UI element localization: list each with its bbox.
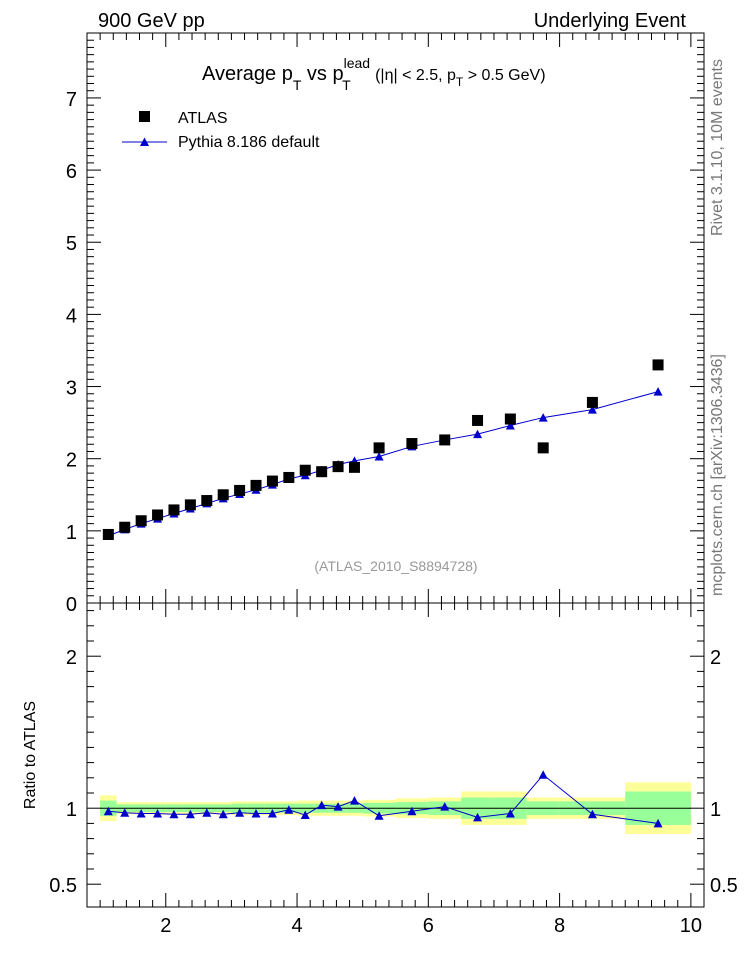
atlas-point — [217, 489, 229, 501]
ratio-pythia-point — [202, 808, 212, 817]
atlas-point — [152, 509, 164, 521]
ratio-x-tick-label: 10 — [680, 915, 702, 937]
ratio-pythia-point — [153, 809, 163, 818]
ratio-pythia-point — [374, 811, 384, 820]
atlas-point — [472, 414, 484, 426]
ratio-panel: 0.5 0.5 1 1 2 2 2 4 6 8 10 Ratio to ATLAS — [22, 602, 738, 937]
header-left: 900 GeV pp — [98, 10, 205, 32]
ratio-pythia-point — [120, 808, 130, 817]
ratio-y-tick-label: 2 — [66, 647, 77, 669]
atlas-point — [299, 464, 311, 476]
atlas-point — [266, 475, 278, 487]
ratio-pythia-point — [235, 808, 245, 817]
ratio-pythia-point — [267, 809, 277, 818]
main-y-tick-label: 7 — [66, 89, 77, 111]
ratio-series — [103, 770, 663, 828]
atlas-point — [283, 471, 295, 483]
ratio-y-ticks: 0.5 0.5 1 1 2 2 — [49, 610, 738, 897]
chart-title: Average pT vs plead T (|η| < 2.5, pT > 0.… — [202, 55, 546, 93]
ratio-pythia-point — [284, 805, 294, 814]
ratio-pythia-point — [317, 800, 327, 810]
side-label-mcplots: mcplots.cern.ch [arXiv:1306.3436] — [709, 354, 726, 596]
main-y-tick-label: 6 — [66, 161, 77, 183]
ratio-pythia-point — [587, 809, 597, 819]
atlas-point — [119, 521, 131, 533]
ratio-pythia-point — [333, 802, 343, 811]
ratio-pythia-point — [251, 809, 261, 818]
ratio-pythia-point — [218, 809, 228, 819]
main-y-tick-label: 3 — [66, 378, 77, 400]
ratio-pythia-point — [349, 796, 359, 805]
atlas-point — [348, 461, 360, 473]
legend-pythia-label: Pythia 8.186 default — [178, 134, 320, 151]
atlas-point — [316, 466, 328, 478]
ratio-pythia-point — [440, 802, 450, 811]
ratio-y-tick-label: 1 — [66, 799, 77, 821]
ratio-y-tick-label: 0.5 — [49, 875, 77, 897]
legend-pythia-marker — [140, 137, 149, 146]
ratio-pythia-point — [653, 818, 663, 828]
legend-atlas-label: ATLAS — [178, 110, 228, 127]
atlas-point — [504, 413, 516, 425]
ratio-pythia-point — [473, 812, 483, 822]
ratio-pythia-point — [103, 806, 113, 816]
ratio-bands — [100, 782, 691, 835]
atlas-point — [234, 484, 246, 496]
atlas-point — [406, 438, 418, 450]
atlas-point — [652, 359, 664, 371]
main-x-ticks — [99, 33, 692, 603]
main-y-tick-label: 5 — [66, 233, 77, 255]
atlas-point — [102, 528, 114, 540]
atlas-point — [586, 396, 598, 408]
pythia-point — [505, 421, 515, 430]
ratio-pythia-point — [169, 809, 179, 819]
ratio-pythia-point — [505, 809, 515, 818]
atlas-point — [168, 504, 180, 516]
pythia-point — [653, 387, 663, 396]
atlas-point — [135, 515, 147, 527]
atlas-point — [373, 442, 385, 454]
atlas-point — [250, 479, 262, 491]
ratio-pythia-point — [538, 770, 548, 779]
header-right: Underlying Event — [534, 10, 687, 32]
ratio-y-tick-label-right: 1 — [710, 799, 721, 821]
ratio-x-tick-label: 8 — [554, 915, 565, 937]
atlas-point — [332, 461, 344, 473]
pythia-point — [587, 405, 597, 414]
main-panel: Average pT vs plead T (|η| < 2.5, pT > 0.… — [66, 32, 705, 616]
atlas-point — [201, 495, 213, 507]
main-series — [102, 359, 664, 540]
atlas-point — [537, 442, 549, 454]
ratio-pythia-point — [300, 810, 310, 820]
pythia-line — [108, 391, 659, 537]
ratio-y-tick-label-right: 0.5 — [710, 875, 738, 897]
ratio-y-label: Ratio to ATLAS — [22, 701, 39, 809]
main-y-tick-label: 4 — [66, 305, 77, 327]
ratio-x-ticks: 2 4 6 8 10 — [99, 603, 702, 937]
ratio-pythia-line — [108, 774, 659, 824]
legend-atlas-marker — [139, 111, 150, 122]
atlas-point — [439, 434, 451, 446]
main-y-tick-label: 2 — [66, 450, 77, 472]
side-label-rivet: Rivet 3.1.10, 10M events — [709, 59, 726, 236]
pythia-point — [538, 413, 548, 422]
pythia-point — [374, 452, 384, 461]
ratio-frame — [86, 602, 705, 908]
atlas-point — [184, 499, 196, 511]
ratio-x-tick-label: 2 — [160, 915, 171, 937]
main-y-ticks: 0 1 2 3 4 5 6 7 — [66, 32, 704, 616]
ratio-x-tick-label: 4 — [291, 915, 302, 937]
ratio-x-tick-label: 6 — [423, 915, 434, 937]
main-y-tick-label: 0 — [66, 594, 77, 616]
ratio-y-tick-label-right: 2 — [710, 647, 721, 669]
ratio-pythia-point — [407, 806, 417, 816]
pythia-point — [473, 429, 483, 439]
ratio-pythia-point — [185, 809, 195, 819]
ratio-pythia-point — [136, 809, 146, 818]
analysis-watermark: (ATLAS_2010_S8894728) — [314, 558, 477, 574]
main-y-tick-label: 1 — [66, 522, 77, 544]
